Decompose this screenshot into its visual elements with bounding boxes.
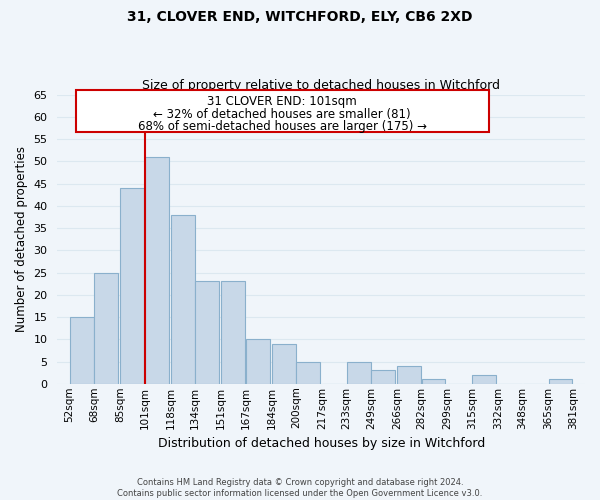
Bar: [171, 214, 194, 384]
Text: 31, CLOVER END, WITCHFORD, ELY, CB6 2XD: 31, CLOVER END, WITCHFORD, ELY, CB6 2XD: [127, 10, 473, 24]
Text: ← 32% of detached houses are smaller (81): ← 32% of detached houses are smaller (81…: [154, 108, 411, 121]
Bar: [145, 157, 169, 384]
Bar: [121, 188, 144, 384]
Text: Contains HM Land Registry data © Crown copyright and database right 2024.
Contai: Contains HM Land Registry data © Crown c…: [118, 478, 482, 498]
Text: 31 CLOVER END: 101sqm: 31 CLOVER END: 101sqm: [208, 96, 357, 108]
FancyBboxPatch shape: [76, 90, 488, 132]
Y-axis label: Number of detached properties: Number of detached properties: [15, 146, 28, 332]
Bar: [472, 375, 496, 384]
Bar: [371, 370, 395, 384]
Bar: [221, 282, 245, 384]
Bar: [246, 340, 269, 384]
Bar: [296, 362, 320, 384]
Bar: [272, 344, 296, 384]
Bar: [94, 272, 118, 384]
Bar: [422, 380, 445, 384]
Bar: [397, 366, 421, 384]
Text: 68% of semi-detached houses are larger (175) →: 68% of semi-detached houses are larger (…: [138, 120, 427, 134]
Bar: [196, 282, 219, 384]
Title: Size of property relative to detached houses in Witchford: Size of property relative to detached ho…: [142, 79, 500, 92]
Bar: [70, 317, 94, 384]
X-axis label: Distribution of detached houses by size in Witchford: Distribution of detached houses by size …: [158, 437, 485, 450]
Bar: [548, 380, 572, 384]
Bar: [347, 362, 371, 384]
